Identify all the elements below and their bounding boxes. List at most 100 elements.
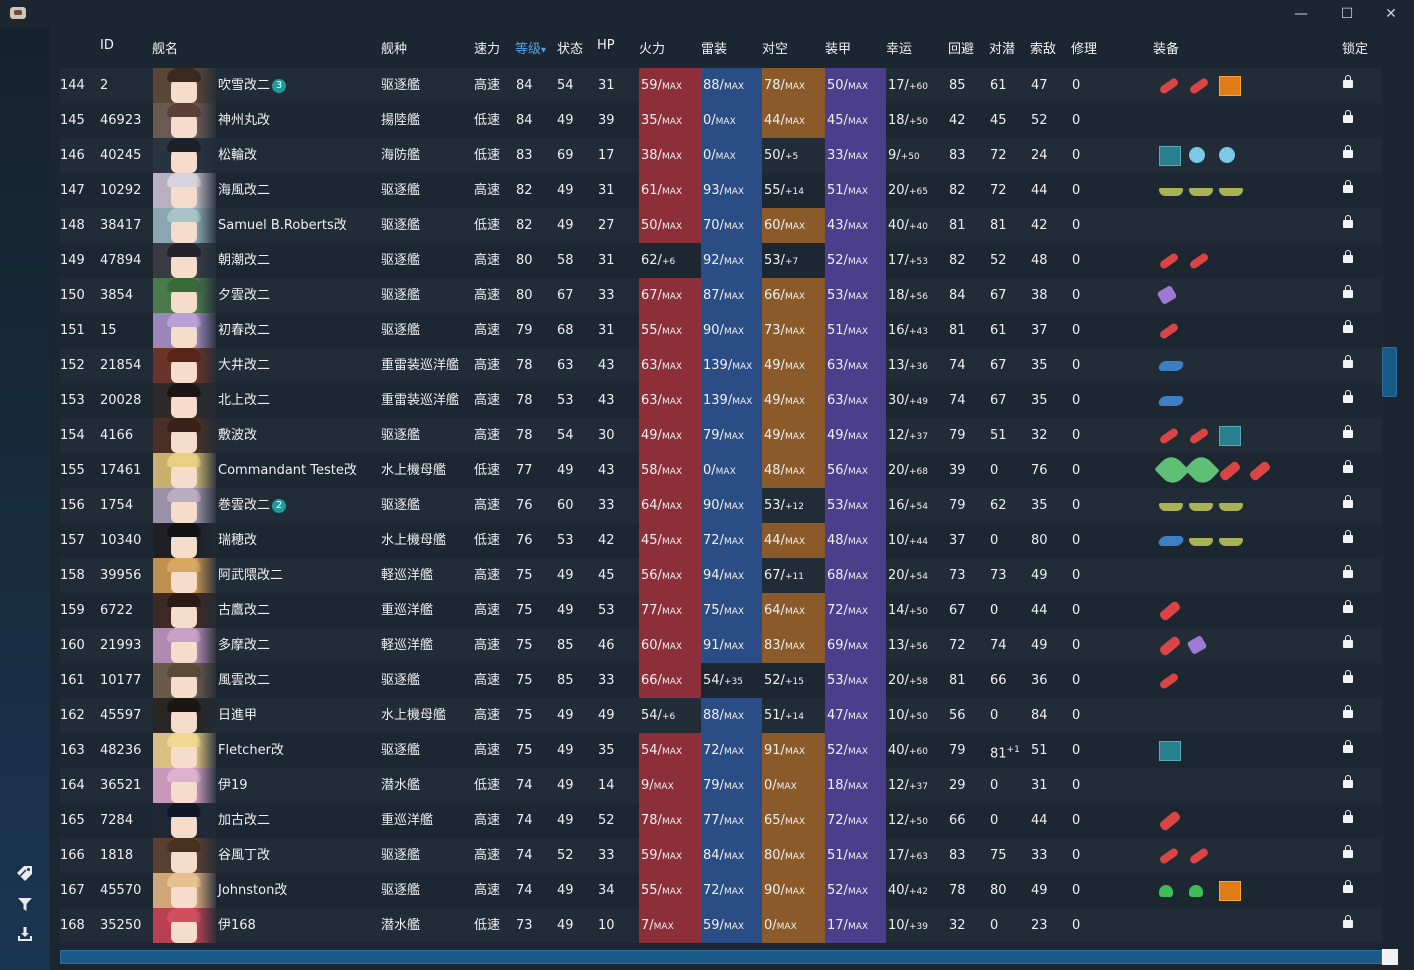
gun-equipment-icon[interactable] [1189,188,1213,196]
lock-icon[interactable] [1343,75,1353,88]
torp-equipment-icon[interactable] [1158,671,1180,691]
radar-o-equipment-icon[interactable] [1219,881,1241,901]
col-aa[interactable]: 对空 [762,42,789,57]
gun-equipment-icon[interactable] [1159,188,1183,196]
torp-equipment-icon[interactable] [1188,426,1210,446]
ship-name[interactable]: 加古改二 [218,803,270,838]
ship-name[interactable]: 北上改二 [218,383,270,418]
torp-equipment-icon[interactable] [1158,321,1180,341]
col-lock[interactable]: 锁定 [1342,42,1369,57]
col-speed[interactable]: 速力 [474,42,501,57]
table-row[interactable]: 158 39956 阿武隈改二 軽巡洋艦 高速 75 49 45 56/MAX 94/MAX 67/… [60,558,1382,593]
landing-equipment-icon[interactable] [1159,885,1173,897]
col-evasion[interactable]: 回避 [948,42,975,57]
ship-name[interactable]: 夕雲改二 [218,278,270,313]
ship-name[interactable]: 日進甲 [218,698,257,733]
torp-big-equipment-icon[interactable] [1158,600,1182,622]
torp-equipment-icon[interactable] [1158,76,1180,96]
col-torpedo[interactable]: 雷装 [701,42,728,57]
table-row[interactable]: 159 6722 古鷹改二 重巡洋艦 高速 75 49 53 77/MAX 75/MAX 64/MA… [60,593,1382,628]
torp-big-equipment-icon[interactable] [1218,460,1242,482]
torp-equipment-icon[interactable] [1188,251,1210,271]
ship-name[interactable]: 大井改二 [218,348,270,383]
drum-equipment-icon[interactable] [1156,284,1178,306]
lock-icon[interactable] [1343,215,1353,228]
close-button[interactable]: ✕ [1385,6,1397,22]
lock-icon[interactable] [1343,425,1353,438]
torp-equipment-icon[interactable] [1158,251,1180,271]
lock-icon[interactable] [1343,110,1353,123]
ship-name[interactable]: 古鷹改二 [218,593,270,628]
plane-equipment-icon[interactable] [1157,396,1185,406]
ship-name[interactable]: 神州丸改 [218,103,270,138]
gun-equipment-icon[interactable] [1159,503,1183,511]
col-name[interactable]: 舰名 [152,42,179,57]
ship-name[interactable]: 谷風丁改 [218,838,270,873]
lock-icon[interactable] [1343,460,1353,473]
col-equip[interactable]: 装备 [1153,42,1180,57]
horizontal-scrollbar[interactable] [60,950,1382,964]
radar-equipment-icon[interactable] [1159,741,1181,761]
lock-icon[interactable] [1343,740,1353,753]
lock-icon[interactable] [1343,845,1353,858]
col-type[interactable]: 舰种 [381,42,408,57]
table-row[interactable]: 157 10340 瑞穂改 水上機母艦 低速 76 53 42 45/MAX 72/MAX 44/M… [60,523,1382,558]
table-row[interactable]: 148 38417 Samuel B.Roberts改 驱逐艦 低速 82 49 27 50/M… [60,208,1382,243]
ship-name[interactable]: 伊168 [218,908,256,943]
lock-icon[interactable] [1343,180,1353,193]
ship-name[interactable]: 海風改二 [218,173,270,208]
col-armor[interactable]: 装甲 [825,42,852,57]
torp-equipment-icon[interactable] [1188,76,1210,96]
ship-name[interactable]: 巻雲改二 2 [218,488,287,523]
table-row[interactable]: 146 40245 松輪改 海防艦 低速 83 69 17 38/MAX 0/MAX 50/+5 33… [60,138,1382,173]
ship-name[interactable]: 多摩改二 [218,628,270,663]
ship-name[interactable]: 瑞穂改 [218,523,257,558]
table-row[interactable]: 156 1754 巻雲改二 2 驱逐艦 高速 76 60 33 64/MAX 90/MAX 53/+1… [60,488,1382,523]
lock-icon[interactable] [1343,705,1353,718]
lock-icon[interactable] [1343,145,1353,158]
ship-name[interactable]: 風雲改二 [218,663,270,698]
torp-big-equipment-icon[interactable] [1248,460,1272,482]
table-row[interactable]: 150 3854 夕雲改二 驱逐艦 高速 80 67 33 67/MAX 87/MAX 66/MAX… [60,278,1382,313]
lock-icon[interactable] [1343,530,1353,543]
torp-big-equipment-icon[interactable] [1158,810,1182,832]
ship-name[interactable]: 吹雪改二 3 [218,68,287,103]
ship-name[interactable]: 阿武隈改二 [218,558,283,593]
table-row[interactable]: 166 1818 谷風丁改 驱逐艦 高速 74 52 33 59/MAX 84/MAX 80/MAX… [60,838,1382,873]
col-asw[interactable]: 对潜 [989,42,1016,57]
lock-icon[interactable] [1343,810,1353,823]
lock-icon[interactable] [1343,285,1353,298]
col-los[interactable]: 索敌 [1030,42,1057,57]
ship-name[interactable]: 初春改二 [218,313,270,348]
radar-equipment-icon[interactable] [1219,426,1241,446]
ship-name[interactable]: Johnston改 [218,873,287,908]
download-icon[interactable] [15,924,35,944]
table-row[interactable]: 162 45597 日進甲 水上機母艦 高速 75 49 49 54/+6 88/MAX 51/+1… [60,698,1382,733]
ship-name[interactable]: Fletcher改 [218,733,284,768]
table-row[interactable]: 163 48236 Fletcher改 驱逐艦 高速 75 49 35 54/MAX 72/MAX… [60,733,1382,768]
gun-equipment-icon[interactable] [1219,188,1243,196]
lock-icon[interactable] [1343,600,1353,613]
gun-equipment-icon[interactable] [1219,538,1243,546]
ship-name[interactable]: Samuel B.Roberts改 [218,208,347,243]
depth-equipment-icon[interactable] [1219,147,1235,163]
table-row[interactable]: 147 10292 海風改二 驱逐艦 高速 82 49 31 61/MAX 93/MAX 55/+1… [60,173,1382,208]
table-row[interactable]: 149 47894 朝潮改二 驱逐艦 高速 80 58 31 62/+6 92/MAX 53/+7 5… [60,243,1382,278]
radar-o-equipment-icon[interactable] [1219,76,1241,96]
gun-equipment-icon[interactable] [1189,538,1213,546]
lock-icon[interactable] [1343,495,1353,508]
torp-equipment-icon[interactable] [1188,846,1210,866]
table-row[interactable]: 164 36521 伊19 潜水艦 低速 74 49 14 9/MAX 79/MAX 0/MAX 18… [60,768,1382,803]
seaplane-equipment-icon[interactable] [1184,452,1220,488]
col-id[interactable]: ID [100,38,114,53]
minimize-button[interactable]: — [1294,6,1308,22]
plane-equipment-icon[interactable] [1157,361,1185,371]
table-row[interactable]: 165 7284 加古改二 重巡洋艦 高速 74 49 52 78/MAX 77/MAX 65/MA… [60,803,1382,838]
lock-icon[interactable] [1343,635,1353,648]
torp-big-equipment-icon[interactable] [1158,635,1182,657]
drum-equipment-icon[interactable] [1186,634,1208,656]
maximize-button[interactable]: ☐ [1340,6,1354,22]
plane-equipment-icon[interactable] [1157,536,1185,546]
col-repair[interactable]: 修理 [1071,42,1098,57]
col-luck[interactable]: 幸运 [886,42,913,57]
